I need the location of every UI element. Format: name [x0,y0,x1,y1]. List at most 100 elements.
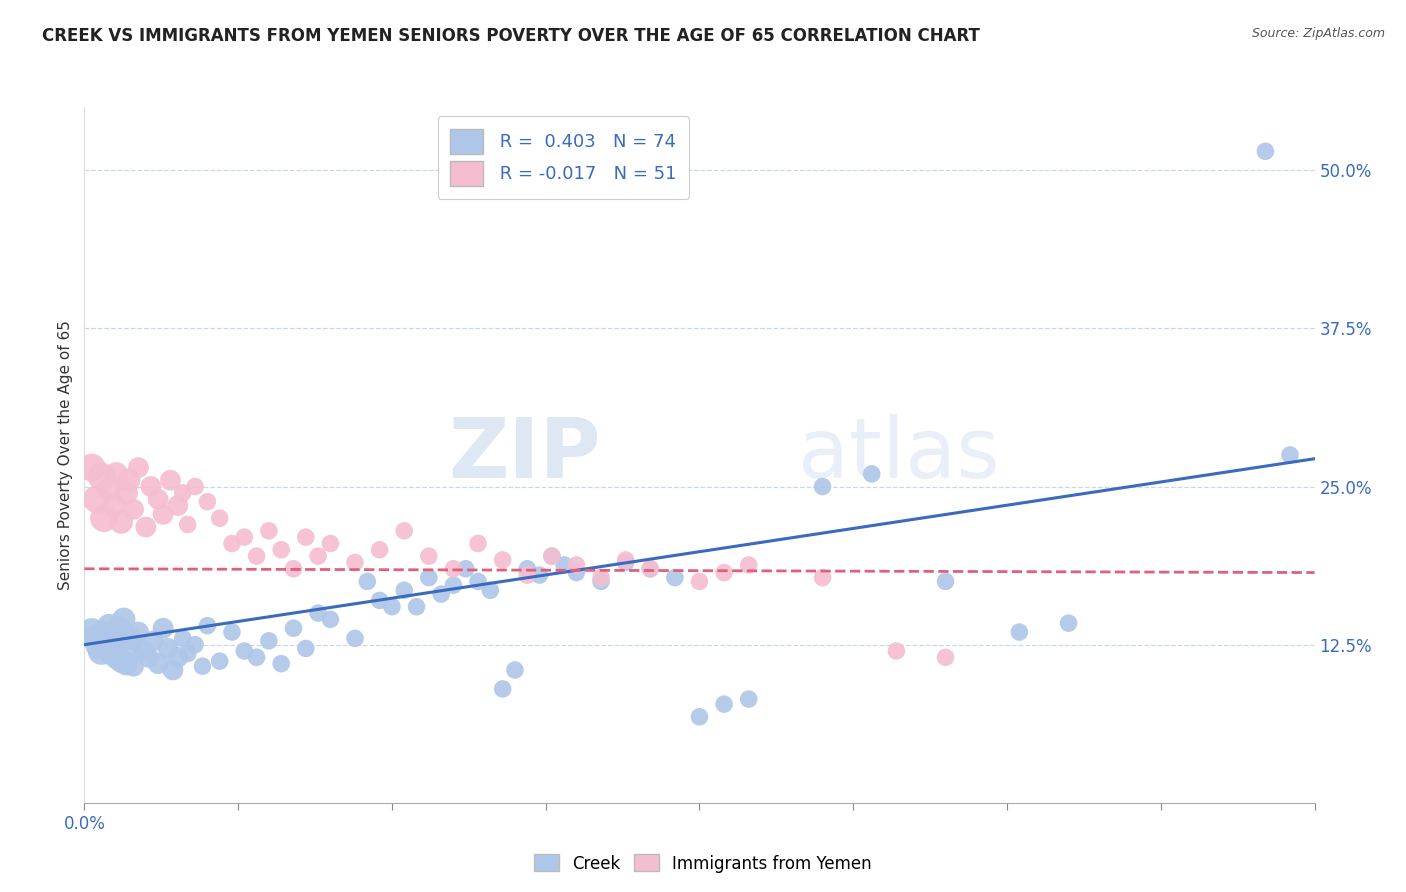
Point [614,553,637,567]
Point [344,556,367,570]
Point [221,536,243,550]
Point [80,460,103,475]
Point [108,621,131,635]
Point [1279,448,1302,462]
Point [246,650,269,665]
Point [103,499,125,513]
Point [208,511,231,525]
Point [157,641,180,656]
Point [152,508,174,522]
Point [443,578,465,592]
Point [270,542,292,557]
Point [430,587,453,601]
Point [167,499,190,513]
Point [100,647,122,661]
Point [112,612,135,626]
Point [86,632,108,646]
Point [529,568,551,582]
Point [689,574,711,589]
Point [454,562,477,576]
Point [177,517,200,532]
Point [503,663,526,677]
Point [110,654,132,668]
Point [122,502,145,516]
Point [208,654,231,668]
Point [162,663,184,677]
Point [221,625,243,640]
Legend: Creek, Immigrants from Yemen: Creek, Immigrants from Yemen [527,847,879,880]
Point [368,542,391,557]
Point [394,583,416,598]
Point [167,650,190,665]
Point [184,638,207,652]
Point [418,549,440,563]
Point [257,524,280,538]
Point [295,530,318,544]
Point [307,549,329,563]
Point [492,553,515,567]
Point [689,710,711,724]
Point [295,641,318,656]
Point [93,511,115,525]
Text: atlas: atlas [799,415,1000,495]
Point [120,638,142,652]
Point [811,571,834,585]
Point [118,632,141,646]
Point [553,558,575,572]
Text: Source: ZipAtlas.com: Source: ZipAtlas.com [1251,27,1385,40]
Legend:  R =  0.403   N = 74,  R = -0.017   N = 51: R = 0.403 N = 74, R = -0.017 N = 51 [437,116,689,199]
Point [98,618,121,632]
Point [381,599,404,614]
Point [713,697,735,711]
Point [142,633,165,648]
Point [1008,625,1031,640]
Point [344,632,367,646]
Point [105,467,128,481]
Point [138,650,160,665]
Point [233,644,256,658]
Point [738,692,761,706]
Point [128,625,150,640]
Point [93,627,115,641]
Point [886,644,908,658]
Point [159,473,181,487]
Point [307,606,329,620]
Point [115,657,138,671]
Point [614,556,637,570]
Point [591,571,613,585]
Point [89,638,111,652]
Point [152,621,174,635]
Point [172,486,194,500]
Point [394,524,416,538]
Point [118,473,141,487]
Point [283,562,305,576]
Point [270,657,292,671]
Point [713,566,735,580]
Point [479,583,502,598]
Point [257,633,280,648]
Point [148,492,170,507]
Point [811,479,834,493]
Point [105,650,128,665]
Point [368,593,391,607]
Text: CREEK VS IMMIGRANTS FROM YEMEN SENIORS POVERTY OVER THE AGE OF 65 CORRELATION CH: CREEK VS IMMIGRANTS FROM YEMEN SENIORS P… [42,27,980,45]
Point [640,562,662,576]
Point [591,574,613,589]
Point [1254,145,1277,159]
Point [177,647,200,661]
Point [90,469,112,483]
Point [319,612,342,626]
Point [516,562,538,576]
Point [246,549,269,563]
Point [405,599,427,614]
Point [565,566,588,580]
Point [172,632,194,646]
Point [197,494,219,508]
Point [541,549,564,563]
Point [935,650,957,665]
Point [860,467,883,481]
Point [103,641,125,656]
Point [935,574,957,589]
Point [319,536,342,550]
Point [233,530,256,544]
